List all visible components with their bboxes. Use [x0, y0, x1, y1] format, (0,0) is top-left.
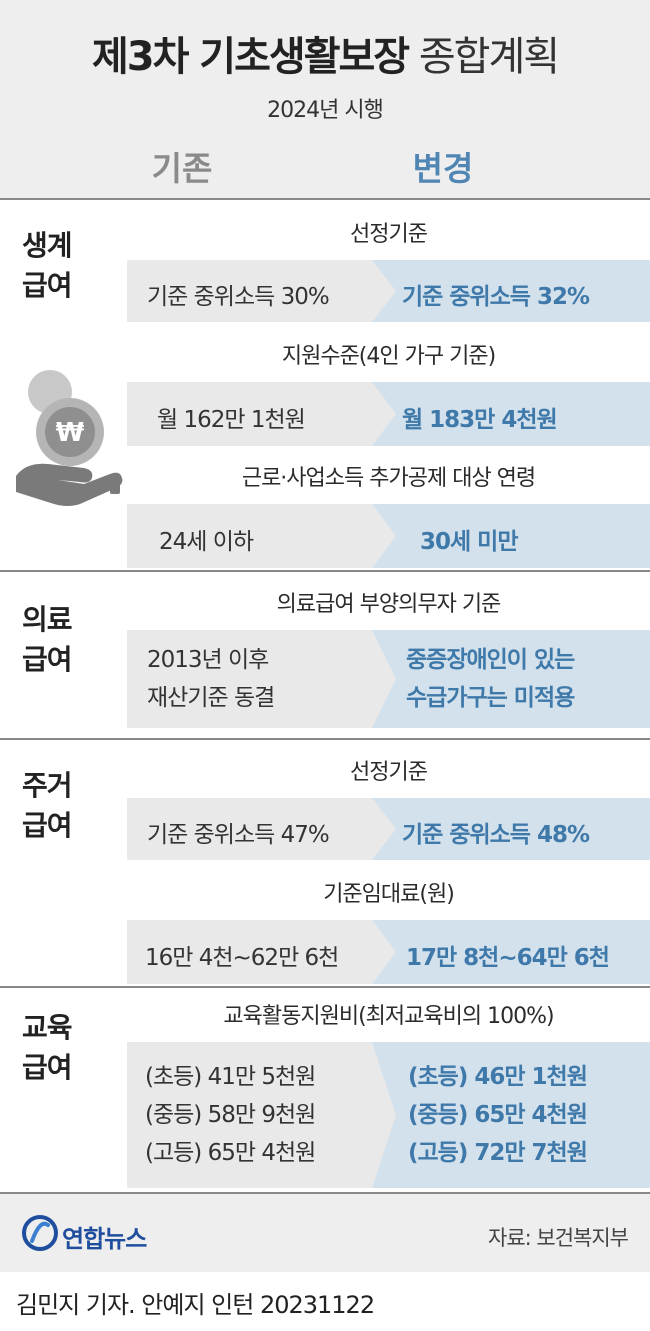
logo-text: 연합뉴스: [62, 1225, 147, 1253]
section-name-line2: 급여: [22, 643, 73, 676]
title-bold: 제3차 기초생활보장: [91, 34, 410, 80]
old-value-box: 기준 중위소득 30%: [127, 260, 397, 322]
column-old-label: 기존: [151, 149, 213, 188]
new-value-box: 중증장애인이 있는 수급가구는 미적용: [372, 630, 650, 728]
new-value-box: 기준 중위소득 32%: [372, 260, 650, 322]
criterion-label: 교육활동지원비(최저교육비의 100%): [223, 1004, 554, 1029]
old-value-line: 2013년 이후: [147, 647, 269, 673]
source-note: 자료: 보건복지부: [488, 1226, 629, 1250]
criterion-label: 지원수준(4인 가구 기준): [281, 344, 496, 369]
column-new-label: 변경: [412, 149, 474, 188]
new-value-line: (초등) 46만 1천원: [408, 1064, 588, 1090]
section-name-line2: 급여: [22, 809, 73, 842]
criterion-label: 의료급여 부양의무자 기준: [276, 592, 502, 617]
criterion-label: 기준임대료(원): [323, 882, 455, 907]
old-value-box: 월 162만 1천원: [127, 382, 397, 446]
won-coin-icon: ₩: [16, 370, 123, 506]
section-name-medical: 의료 급여: [22, 600, 102, 680]
byline: 김민지 기자. 안예지 인턴 20231122: [16, 1291, 375, 1319]
header: 제3차 기초생활보장 종합계획 2024년 시행 기존 변경: [0, 0, 650, 200]
section-name-line1: 교육: [22, 1011, 73, 1044]
criterion-label: 근로·사업소득 추가공제 대상 연령: [241, 466, 536, 491]
new-value: (초등) 46만 1천원 (중등) 65만 4천원 (고등) 72만 7천원: [408, 1058, 650, 1172]
new-value-line: 중증장애인이 있는: [406, 647, 575, 673]
old-value-box: 기준 중위소득 47%: [127, 798, 397, 860]
new-value: 기준 중위소득 48%: [402, 822, 590, 848]
criterion-label: 선정기준: [350, 760, 428, 785]
section-name-line2: 급여: [22, 269, 73, 302]
new-value-box: 기준 중위소득 48%: [372, 798, 650, 860]
new-value: 월 183만 4천원: [402, 407, 558, 433]
section-name-living: 생계 급여: [22, 226, 102, 306]
new-value-line: (고등) 72만 7천원: [408, 1140, 588, 1166]
section-name-education: 교육 급여: [22, 1008, 102, 1088]
new-value-line: 수급가구는 미적용: [406, 685, 575, 711]
new-value-box: (초등) 46만 1천원 (중등) 65만 4천원 (고등) 72만 7천원: [372, 1042, 650, 1188]
hand-icon: [16, 463, 123, 506]
old-value: 16만 4천~62만 6천: [145, 945, 339, 971]
page-title: 제3차 기초생활보장 종합계획: [0, 24, 650, 82]
old-value-line: (초등) 41만 5천원: [145, 1064, 316, 1090]
old-value-box: 16만 4천~62만 6천: [127, 920, 397, 984]
old-value-box: 2013년 이후 재산기준 동결: [127, 630, 397, 728]
new-value: 30세 미만: [420, 529, 519, 555]
new-value-line: (중등) 65만 4천원: [408, 1102, 588, 1128]
new-value: 17만 8천~64만 6천: [406, 945, 610, 971]
subtitle: 2024년 시행: [267, 98, 384, 123]
section-name-line1: 생계: [22, 229, 73, 262]
new-value-box: 30세 미만: [372, 504, 650, 568]
new-value: 중증장애인이 있는 수급가구는 미적용: [406, 641, 650, 717]
section-divider: [0, 986, 650, 988]
new-value: 기준 중위소득 32%: [402, 284, 590, 310]
section-divider: [0, 570, 650, 572]
old-value-line: 재산기준 동결: [147, 685, 275, 711]
old-value-box: 24세 이하: [127, 504, 397, 568]
criterion-label: 선정기준: [350, 222, 428, 247]
old-value: 24세 이하: [159, 529, 254, 555]
section-name-line1: 주거: [22, 769, 73, 802]
old-value: (초등) 41만 5천원 (중등) 58만 9천원 (고등) 65만 4천원: [145, 1058, 395, 1172]
old-value: 2013년 이후 재산기준 동결: [147, 641, 397, 717]
old-value-box: (초등) 41만 5천원 (중등) 58만 9천원 (고등) 65만 4천원: [127, 1042, 397, 1188]
section-name-line2: 급여: [22, 1051, 73, 1084]
old-value: 기준 중위소득 47%: [147, 822, 330, 848]
old-value-line: (중등) 58만 9천원: [145, 1102, 316, 1128]
svg-text:₩: ₩: [56, 418, 85, 448]
new-value-box: 17만 8천~64만 6천: [372, 920, 650, 984]
old-value-line: (고등) 65만 4천원: [145, 1140, 316, 1166]
old-value: 월 162만 1천원: [157, 407, 306, 433]
section-divider: [0, 738, 650, 740]
section-name-line1: 의료: [22, 603, 73, 636]
title-light: 종합계획: [418, 34, 560, 80]
footer: 연합뉴스 자료: 보건복지부: [0, 1192, 650, 1272]
yonhap-logo-icon: [22, 1215, 58, 1251]
old-value: 기준 중위소득 30%: [147, 284, 330, 310]
new-value-box: 월 183만 4천원: [372, 382, 650, 446]
section-name-housing: 주거 급여: [22, 766, 102, 846]
